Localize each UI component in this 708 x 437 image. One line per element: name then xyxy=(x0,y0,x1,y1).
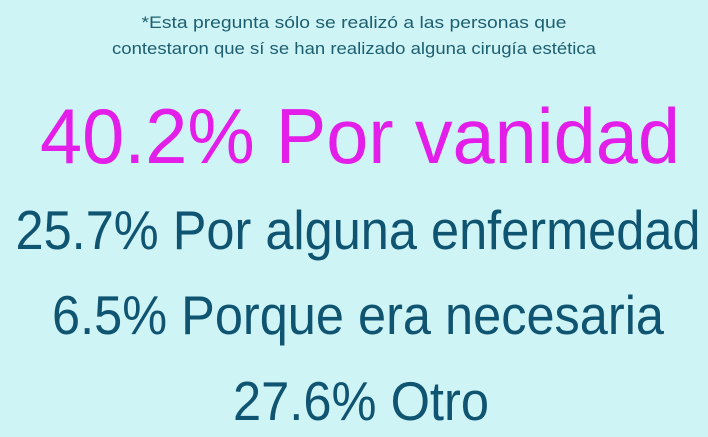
result: 6.5% Porque era necesaria xyxy=(52,284,664,346)
note-line: contestaron que sí se han realizado algu… xyxy=(112,39,597,58)
result: 25.7% Por alguna enfermedad xyxy=(16,199,701,261)
top-result: 40.2% Por vanidad xyxy=(40,92,680,180)
result: 27.6% Otro xyxy=(233,370,489,432)
note-line: *Esta pregunta sólo se realizó a las per… xyxy=(142,13,567,32)
